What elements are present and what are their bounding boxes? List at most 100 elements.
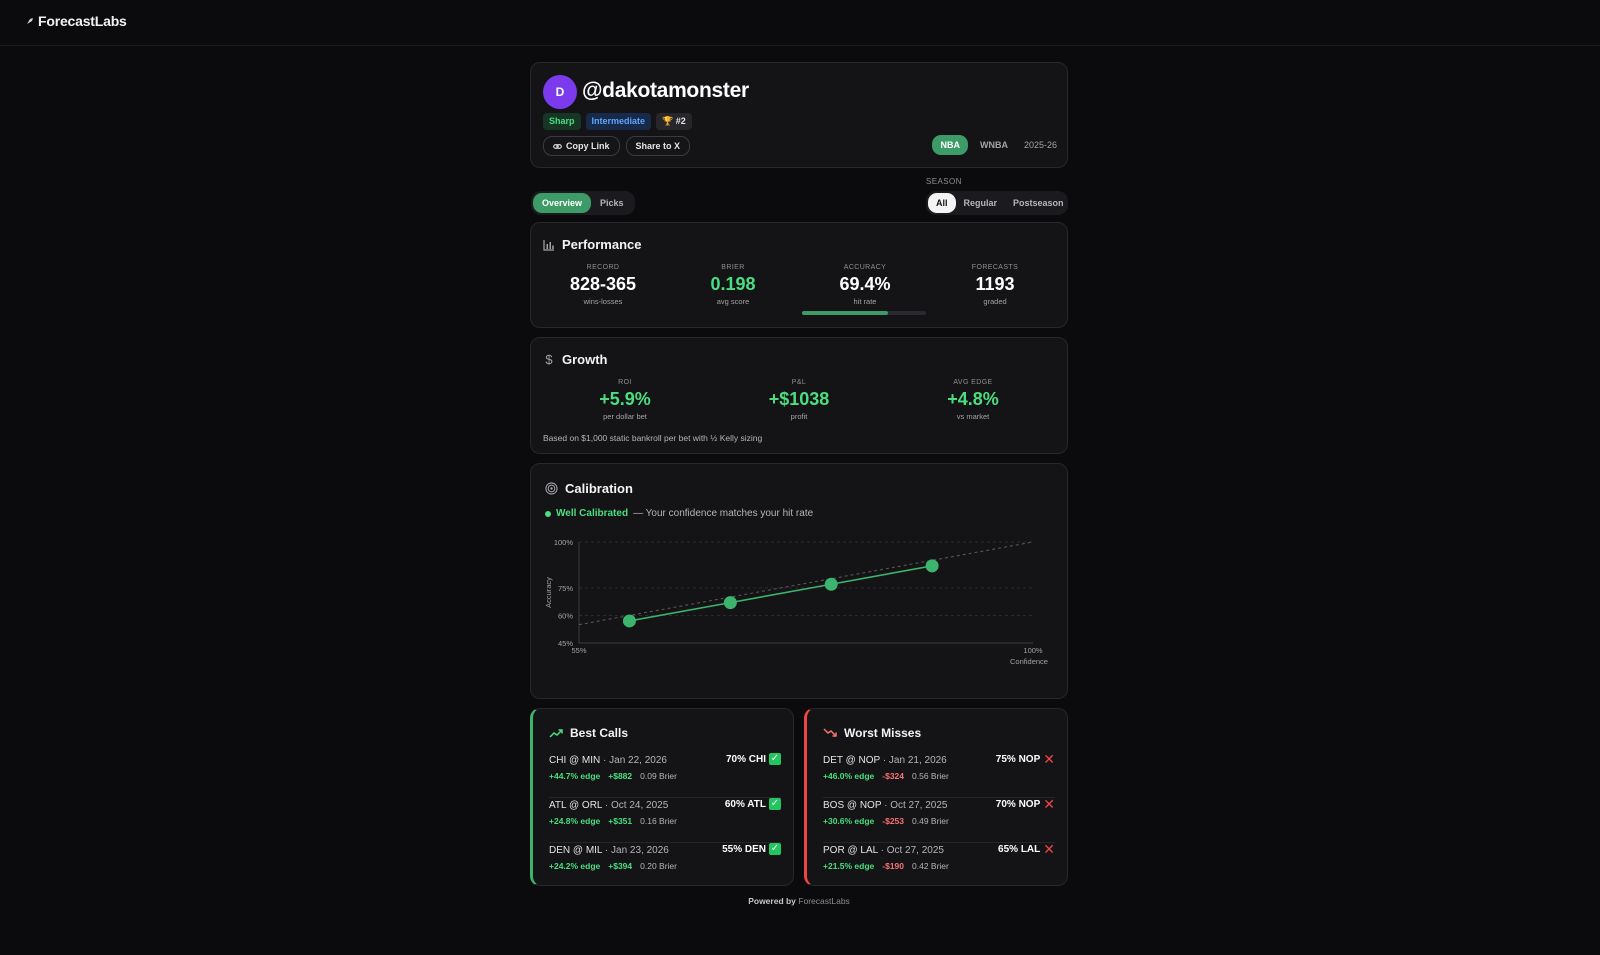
matchup-teams: CHI @ MIN: [549, 755, 601, 766]
y-tick-label: 75%: [558, 584, 573, 593]
x-tick-label: 100%: [1023, 646, 1043, 655]
pnl-caption: P&L: [791, 379, 807, 386]
calibration-series-line: [629, 565, 933, 622]
forecasts-stat: FORECASTS 1193 graded: [935, 264, 1055, 306]
brier-sub: avg score: [716, 297, 750, 306]
logo-text: ForecastLabs: [38, 13, 127, 29]
pick-metrics: +21.5% edge -$190 0.42 Brier: [823, 861, 949, 871]
best-calls-title: Best Calls: [570, 726, 629, 740]
pnl-value: +$1038: [768, 389, 830, 409]
worst-misses-card: Worst Misses DET @ NOP · Jan 21, 2026 75%…: [804, 708, 1068, 886]
calibration-point: [622, 614, 636, 628]
roi-sub: per dollar bet: [603, 412, 647, 421]
matchup-date: · Jan 21, 2026: [882, 755, 947, 766]
pick-result: 70% CHI ✓: [726, 753, 781, 765]
roi-value: +5.9%: [599, 389, 651, 409]
performance-header: Performance: [543, 237, 641, 252]
pick-label: 75% NOP: [995, 753, 1041, 765]
list-item[interactable]: CHI @ MIN · Jan 22, 2026 70% CHI ✓ +44.7% e…: [549, 753, 781, 798]
copy-link-label: Copy Link: [566, 141, 610, 151]
link-icon: [553, 143, 562, 149]
forecasts-caption: FORECASTS: [971, 264, 1019, 271]
growth-header: $ Growth: [543, 352, 607, 367]
pnl-amount: +$882: [608, 771, 633, 781]
performance-card: Performance RECORD 828-365 wins-losses B…: [530, 222, 1068, 328]
check-icon: ✓: [769, 843, 781, 855]
y-tick-label: 45%: [558, 639, 573, 648]
pick-label: 70% CHI: [725, 753, 766, 765]
matchup: DEN @ MIL · Jan 23, 2026: [549, 845, 669, 856]
season-label[interactable]: 2025-26: [1023, 140, 1057, 150]
profile-handle: @dakotamonster: [582, 79, 749, 102]
accuracy-value: 69.4%: [839, 274, 891, 294]
pick-result: 70% NOP ✕: [995, 797, 1055, 811]
accuracy-caption: ACCURACY: [843, 264, 887, 271]
y-tick-label: 100%: [554, 538, 574, 547]
league-wnba[interactable]: WNBA: [979, 140, 1008, 150]
y-axis-label: Accuracy: [544, 577, 553, 608]
matchup-teams: ATL @ ORL: [549, 800, 603, 811]
list-item[interactable]: ATL @ ORL · Oct 24, 2025 60% ATL ✓ +24.8% e…: [549, 798, 781, 843]
pnl-amount: +$351: [608, 816, 633, 826]
brier-score: 0.42 Brier: [912, 861, 949, 871]
pick-result: 75% NOP ✕: [995, 751, 1055, 767]
matchup: POR @ LAL · Oct 27, 2025: [823, 845, 944, 856]
edge-value: +46.0% edge: [823, 771, 875, 781]
calibration-description: — Your confidence matches your hit rate: [633, 508, 814, 519]
brier-score: 0.49 Brier: [912, 816, 949, 826]
tab-overview[interactable]: Overview: [533, 193, 592, 213]
pick-label: 70% NOP: [995, 798, 1041, 810]
list-item[interactable]: DEN @ MIL · Jan 23, 2026 55% DEN ✓ +24.2% e…: [549, 843, 781, 888]
list-item[interactable]: DET @ NOP · Jan 21, 2026 75% NOP ✕ +46.0% e…: [823, 751, 1055, 798]
perfect-calibration-line: [578, 541, 1034, 626]
season-regular[interactable]: Regular: [963, 198, 998, 208]
growth-note: Based on $1,000 static bankroll per bet …: [543, 433, 763, 443]
tab-picks[interactable]: Picks: [600, 198, 624, 208]
matchup-teams: DET @ NOP: [823, 755, 881, 766]
share-to-x-button[interactable]: Share to X: [625, 136, 691, 156]
league-nba[interactable]: NBA: [932, 135, 968, 155]
worst-misses-header: Worst Misses: [823, 726, 921, 740]
pick-result: 65% LAL ✕: [998, 842, 1055, 856]
brier-score: 0.09 Brier: [640, 771, 677, 781]
copy-link-button[interactable]: Copy Link: [543, 136, 620, 156]
matchup-teams: POR @ LAL: [823, 845, 878, 856]
list-item[interactable]: BOS @ NOP · Oct 27, 2025 70% NOP ✕ +30.6% e…: [823, 797, 1055, 843]
pick-label: 55% DEN: [722, 843, 766, 855]
edge-value: +21.5% edge: [823, 861, 875, 871]
matchup-date: · Oct 27, 2025: [884, 800, 948, 811]
pick-label: 60% ATL: [724, 798, 766, 810]
footer-brand-link[interactable]: ForecastLabs: [798, 896, 850, 906]
target-icon: [545, 482, 558, 495]
rocket-icon: [27, 18, 33, 24]
cross-icon: ✕: [1043, 751, 1055, 767]
worst-misses-list: DET @ NOP · Jan 21, 2026 75% NOP ✕ +46.0% e…: [823, 751, 1055, 888]
season-all[interactable]: All: [928, 193, 956, 213]
share-label: Share to X: [635, 141, 681, 151]
season-postseason[interactable]: Postseason: [1013, 198, 1064, 208]
pick-metrics: +30.6% edge -$253 0.49 Brier: [823, 816, 949, 826]
matchup: DET @ NOP · Jan 21, 2026: [823, 755, 947, 766]
check-icon: ✓: [769, 753, 781, 765]
avg-edge-sub: vs market: [956, 412, 990, 421]
pick-label: 65% LAL: [998, 843, 1041, 855]
x-tick-label: 55%: [571, 646, 586, 655]
matchup-date: · Jan 23, 2026: [604, 845, 669, 856]
roi-stat: ROI +5.9% per dollar bet: [543, 379, 707, 421]
matchup-date: · Jan 22, 2026: [603, 755, 667, 766]
calibration-title: Calibration: [565, 481, 633, 496]
best-calls-card: Best Calls CHI @ MIN · Jan 22, 2026 70% C…: [530, 708, 794, 886]
brier-score: 0.16 Brier: [640, 816, 677, 826]
avg-edge-stat: AVG EDGE +4.8% vs market: [891, 379, 1055, 421]
edge-value: +30.6% edge: [823, 816, 875, 826]
matchup-teams: BOS @ NOP: [823, 800, 882, 811]
bar-chart-icon: [543, 239, 554, 251]
profile-card: D @dakotamonster Sharp Intermediate 🏆 #2…: [530, 62, 1068, 168]
list-item[interactable]: POR @ LAL · Oct 27, 2025 65% LAL ✕ +21.5% e…: [823, 842, 1055, 888]
calibration-chart: 100% 75% 60% 45%55% 100% Confidence Accuracy: [544, 538, 1048, 666]
pnl-sub: profit: [790, 412, 808, 421]
calibration-header: Calibration: [545, 481, 633, 496]
footer: Powered by ForecastLabs: [530, 896, 1068, 906]
logo[interactable]: ForecastLabs: [25, 13, 127, 29]
calibration-point: [824, 577, 838, 591]
